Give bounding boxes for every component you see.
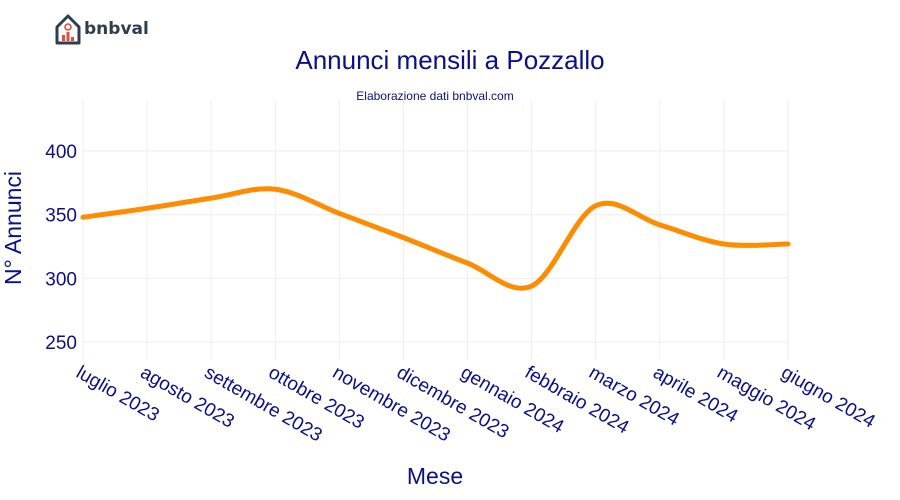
y-tick-labels: 250 300 350 400 [45,142,77,354]
brand-name: bnbval [84,19,149,39]
y-tick-label: 300 [45,269,77,290]
series-line [80,186,791,291]
x-axis-title: Mese [407,463,463,489]
bnbval-logo: bnbval [55,14,149,45]
chart-title: Annunci mensili a Pozzallo [295,45,604,75]
series-lines [80,186,791,291]
y-tick-label: 250 [45,333,77,354]
y-tick-label: 350 [45,206,77,227]
x-gridlines [82,100,789,360]
y-axis-title: N° Annunci [0,171,26,285]
y-gridlines [83,150,788,343]
house-icon [55,14,81,45]
chart-subtitle: Elaborazione dati bnbval.com [356,89,513,103]
y-tick-label: 400 [45,142,77,163]
